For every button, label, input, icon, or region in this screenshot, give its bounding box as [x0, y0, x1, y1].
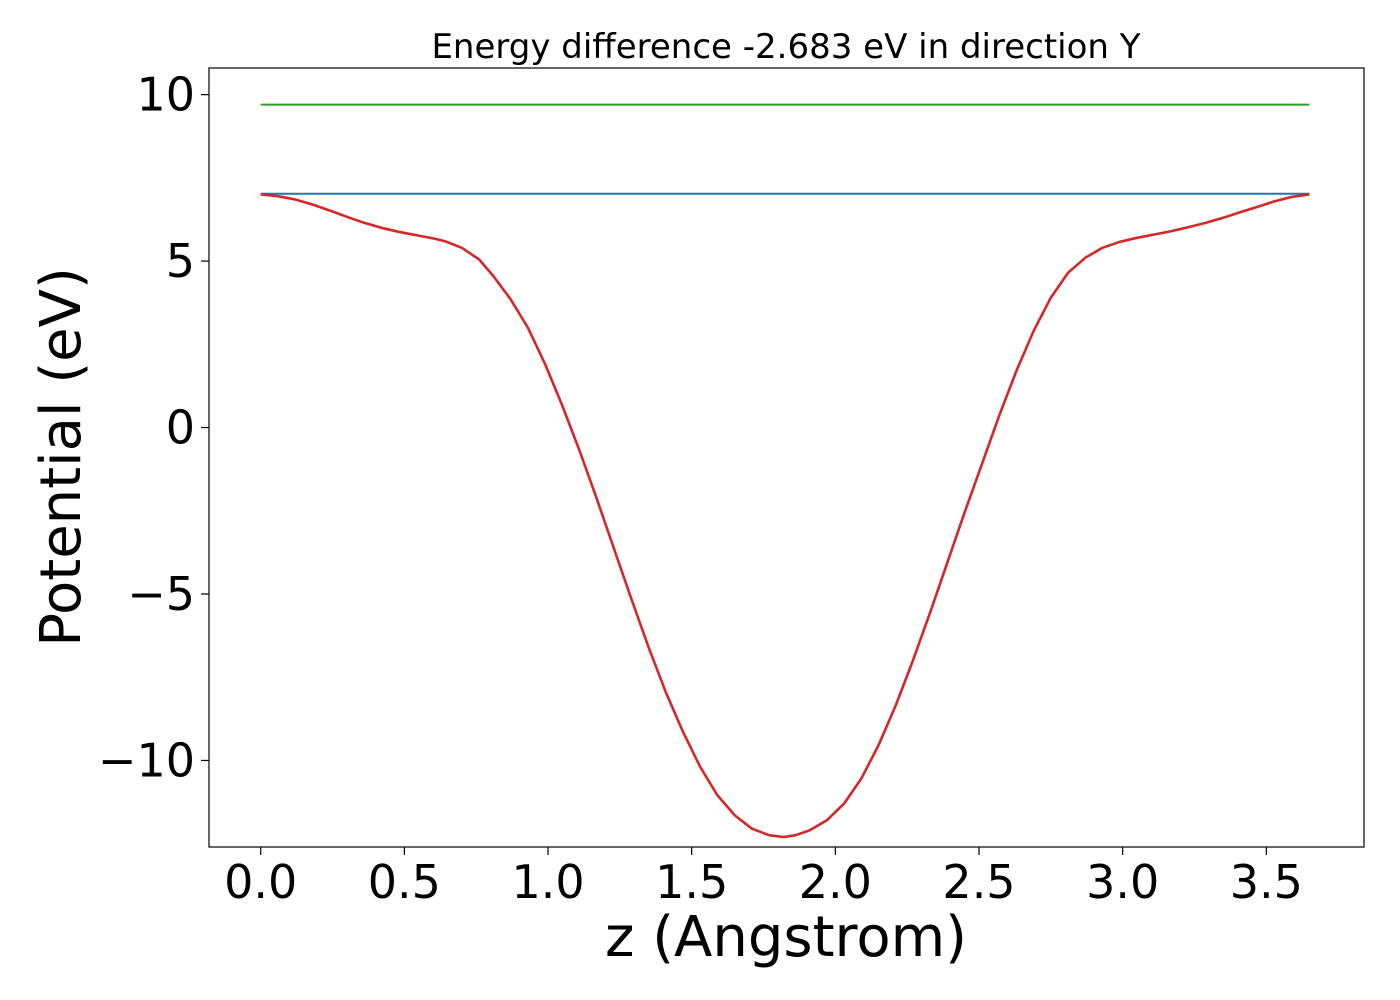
x-tick-label: 0.0: [224, 855, 297, 909]
x-axis: 0.0 0.5 1.0 1.5 2.0 2.5 3.0 3.5: [224, 847, 1303, 909]
series-line-2: [260, 193, 1310, 839]
y-axis-label: Potential (eV): [29, 267, 94, 647]
plot-background: [209, 68, 1364, 847]
chart-title: Energy difference -2.683 eV in direction…: [431, 27, 1140, 67]
y-tick-label: −5: [127, 567, 195, 621]
x-tick-label: 3.0: [1086, 855, 1159, 909]
y-tick-label: −10: [98, 733, 195, 787]
y-tick-label: 5: [166, 234, 195, 288]
y-tick-label: 10: [136, 68, 195, 122]
x-tick-label: 2.0: [799, 855, 872, 909]
x-tick-label: 1.0: [511, 855, 584, 909]
x-tick-label: 2.5: [942, 855, 1015, 909]
y-tick-label: 0: [166, 401, 195, 455]
plot-frame: [208, 67, 1365, 848]
x-tick-label: 3.5: [1230, 855, 1303, 909]
x-axis-label: z (Angstrom): [605, 905, 967, 970]
series-layer: [260, 103, 1310, 839]
x-tick-label: 1.5: [655, 855, 728, 909]
y-axis: 10 5 0 −5 −10: [98, 68, 209, 787]
x-tick-label: 0.5: [368, 855, 441, 909]
